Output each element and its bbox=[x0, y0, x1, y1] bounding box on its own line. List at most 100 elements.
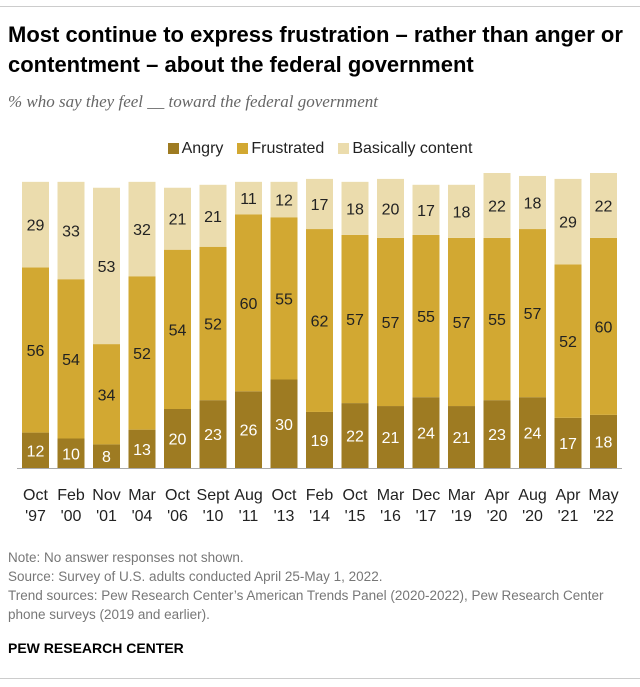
data-label: 57 bbox=[346, 312, 364, 329]
bar-frustrated bbox=[93, 344, 120, 445]
data-label: 62 bbox=[311, 314, 329, 331]
data-label: 21 bbox=[169, 212, 187, 229]
legend: Angry Frustrated Basically content bbox=[0, 140, 640, 158]
bar-basically-content bbox=[377, 178, 404, 238]
x-tick-label: Apr bbox=[485, 487, 511, 504]
note-text: Note: No answer responses not shown. bbox=[8, 550, 244, 565]
bar-angry bbox=[412, 397, 440, 468]
bar-frustrated bbox=[235, 214, 262, 392]
chart-subtitle: % who say they feel __ toward the federa… bbox=[8, 92, 378, 111]
chart-title: Most continue to express frustration – r… bbox=[8, 22, 623, 77]
data-label: 21 bbox=[382, 430, 400, 447]
bar-basically-content bbox=[412, 184, 440, 235]
data-label: 18 bbox=[595, 434, 613, 451]
legend-label: Frustrated bbox=[251, 140, 325, 157]
data-label: 18 bbox=[453, 204, 471, 221]
bar-basically-content bbox=[341, 181, 369, 235]
data-label: 54 bbox=[169, 322, 187, 339]
data-label: 13 bbox=[133, 442, 151, 459]
top-rule bbox=[0, 6, 640, 7]
x-tick-label: '16 bbox=[380, 508, 401, 525]
bar-basically-content bbox=[57, 181, 85, 280]
data-label: 23 bbox=[204, 427, 222, 444]
bar-basically-content bbox=[306, 178, 333, 230]
data-label: 57 bbox=[524, 306, 542, 323]
bar-basically-content bbox=[199, 184, 227, 247]
bar-angry bbox=[306, 411, 333, 468]
data-label: 55 bbox=[417, 309, 435, 326]
x-tick-label: Aug bbox=[234, 487, 262, 504]
data-label: 11 bbox=[240, 191, 257, 208]
data-label: 22 bbox=[595, 198, 613, 215]
bar-frustrated bbox=[164, 249, 191, 409]
data-label: 24 bbox=[524, 426, 542, 443]
bar-frustrated bbox=[199, 246, 227, 401]
data-label: 57 bbox=[382, 315, 400, 332]
bar-basically-content bbox=[93, 187, 120, 345]
bar-angry bbox=[483, 400, 511, 468]
x-tick-label: '01 bbox=[96, 508, 117, 525]
x-tick-label: '13 bbox=[274, 508, 295, 525]
data-label: 12 bbox=[275, 193, 293, 210]
legend-swatch bbox=[167, 143, 179, 154]
data-label: 32 bbox=[133, 222, 151, 239]
x-tick-label: Mar bbox=[128, 487, 156, 504]
data-label: 18 bbox=[524, 196, 542, 213]
data-label: 30 bbox=[275, 417, 293, 434]
data-label: 22 bbox=[488, 198, 506, 215]
bar-basically-content bbox=[554, 178, 582, 265]
trend-sources-text: Trend sources: Pew Research Center’s Ame… bbox=[8, 588, 604, 622]
data-label: 17 bbox=[559, 436, 577, 453]
bar-angry bbox=[448, 406, 475, 468]
x-tick-label: '20 bbox=[522, 508, 543, 525]
data-label: 57 bbox=[453, 315, 471, 332]
data-label: 17 bbox=[417, 203, 435, 220]
data-label: 29 bbox=[559, 215, 577, 232]
x-tick-label: Oct bbox=[165, 487, 190, 504]
bar-angry bbox=[93, 444, 120, 468]
data-label: 55 bbox=[488, 312, 506, 329]
data-label: 23 bbox=[488, 427, 506, 444]
bar-angry bbox=[235, 391, 262, 468]
data-label: 21 bbox=[453, 430, 471, 447]
plot-area: 12 56 29 Oct '97 10 54 33 Feb '00 8 34 53 Nov '01 13 52 3… bbox=[17, 173, 622, 525]
x-tick-label: Mar bbox=[377, 487, 405, 504]
data-label: 20 bbox=[169, 432, 187, 449]
bar-angry bbox=[57, 438, 85, 468]
bar-frustrated bbox=[483, 237, 511, 401]
x-tick-label: Oct bbox=[23, 487, 48, 504]
data-label: 22 bbox=[346, 429, 364, 446]
x-tick-label: '10 bbox=[203, 508, 224, 525]
x-tick-label: '04 bbox=[132, 508, 153, 525]
bar-angry bbox=[199, 400, 227, 468]
bar-angry bbox=[590, 414, 617, 468]
bar-frustrated bbox=[128, 276, 156, 430]
bar-frustrated bbox=[554, 264, 582, 418]
data-label: 34 bbox=[98, 387, 116, 404]
bar-basically-content bbox=[590, 173, 617, 238]
bar-angry bbox=[164, 409, 191, 468]
data-label: 17 bbox=[311, 197, 329, 214]
data-label: 52 bbox=[559, 334, 577, 351]
bar-basically-content bbox=[270, 181, 298, 218]
bar-frustrated bbox=[519, 229, 546, 398]
x-tick-label: '14 bbox=[309, 508, 330, 525]
bar-basically-content bbox=[519, 175, 546, 230]
data-label: 26 bbox=[240, 423, 258, 440]
bar-angry bbox=[519, 397, 546, 468]
x-tick-label: Oct bbox=[343, 487, 368, 504]
legend-item-content: Basically content bbox=[338, 140, 472, 158]
bar-frustrated bbox=[270, 217, 298, 380]
bar-frustrated bbox=[412, 234, 440, 398]
x-tick-label: '06 bbox=[167, 508, 188, 525]
bar-basically-content bbox=[235, 181, 262, 215]
bar-angry bbox=[341, 403, 369, 468]
data-label: 33 bbox=[62, 224, 80, 241]
data-label: 19 bbox=[311, 433, 329, 450]
x-tick-label: '21 bbox=[558, 508, 579, 525]
source-text: Source: Survey of U.S. adults conducted … bbox=[8, 569, 383, 584]
bar-frustrated bbox=[590, 237, 617, 415]
data-label: 20 bbox=[382, 201, 400, 218]
legend-item-frustrated: Frustrated bbox=[237, 140, 324, 158]
x-tick-label: Mar bbox=[448, 487, 476, 504]
